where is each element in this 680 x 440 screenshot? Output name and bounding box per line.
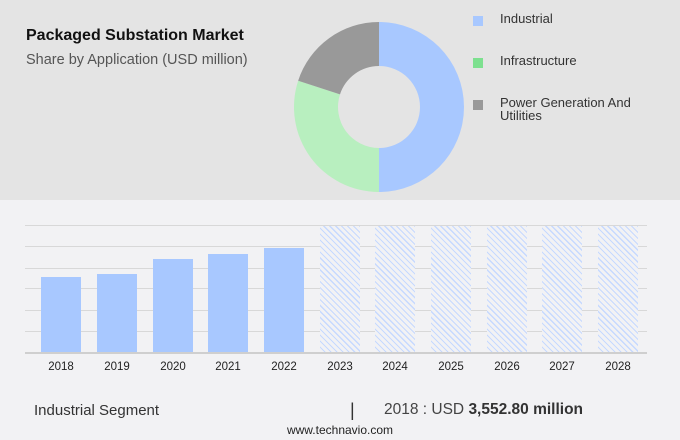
x-axis bbox=[25, 352, 647, 354]
x-tick-label: 2023 bbox=[327, 361, 353, 373]
legend-swatch-icon bbox=[473, 58, 483, 68]
x-tick-label: 2022 bbox=[271, 361, 297, 373]
donut-chart bbox=[294, 22, 464, 192]
x-tick-label: 2019 bbox=[104, 361, 130, 373]
segment-value-amount: 3,552.80 million bbox=[468, 401, 584, 418]
legend-swatch-icon bbox=[473, 100, 483, 110]
x-tick-label: 2027 bbox=[549, 361, 575, 373]
bar-2022 bbox=[264, 248, 304, 352]
segment-label: Industrial Segment bbox=[34, 402, 160, 419]
bar-2023-forecast bbox=[320, 226, 360, 352]
x-tick-label: 2018 bbox=[48, 361, 74, 373]
bar-2018 bbox=[41, 277, 81, 352]
segment-value-prefix: 2018 : USD bbox=[384, 401, 469, 418]
legend-swatch-icon bbox=[473, 16, 483, 26]
x-tick-label: 2026 bbox=[494, 361, 520, 373]
x-tick-label: 2021 bbox=[215, 361, 241, 373]
bar-2028-forecast bbox=[598, 226, 638, 352]
legend-label: Power Generation And Utilities bbox=[500, 95, 631, 123]
bar-2025-forecast bbox=[431, 226, 471, 352]
summary-panel: Packaged Substation Market Share by Appl… bbox=[0, 0, 680, 200]
bar-2027-forecast bbox=[542, 226, 582, 352]
x-tick-label: 2024 bbox=[382, 361, 408, 373]
donut-slice-industrial bbox=[379, 22, 464, 192]
divider: | bbox=[350, 400, 355, 420]
bar-2024-forecast bbox=[375, 226, 415, 352]
bar-2026-forecast bbox=[487, 226, 527, 352]
x-tick-label: 2028 bbox=[605, 361, 631, 373]
bar-2019 bbox=[97, 274, 137, 352]
gridline bbox=[25, 225, 647, 226]
donut-slice-power-generation bbox=[298, 22, 379, 95]
legend-label: Industrial bbox=[500, 11, 553, 26]
legend-label: Infrastructure bbox=[500, 53, 577, 68]
bar-2020 bbox=[153, 259, 193, 352]
chart-subtitle: Share by Application (USD million) bbox=[26, 52, 248, 68]
donut-slice-infrastructure bbox=[294, 80, 379, 192]
segment-value: 2018 : USD 3,552.80 million bbox=[384, 401, 583, 419]
x-tick-label: 2025 bbox=[438, 361, 464, 373]
website-link[interactable]: www.technavio.com bbox=[286, 423, 394, 437]
chart-title: Packaged Substation Market bbox=[26, 27, 244, 44]
bar-2021 bbox=[208, 254, 248, 352]
x-tick-label: 2020 bbox=[160, 361, 186, 373]
